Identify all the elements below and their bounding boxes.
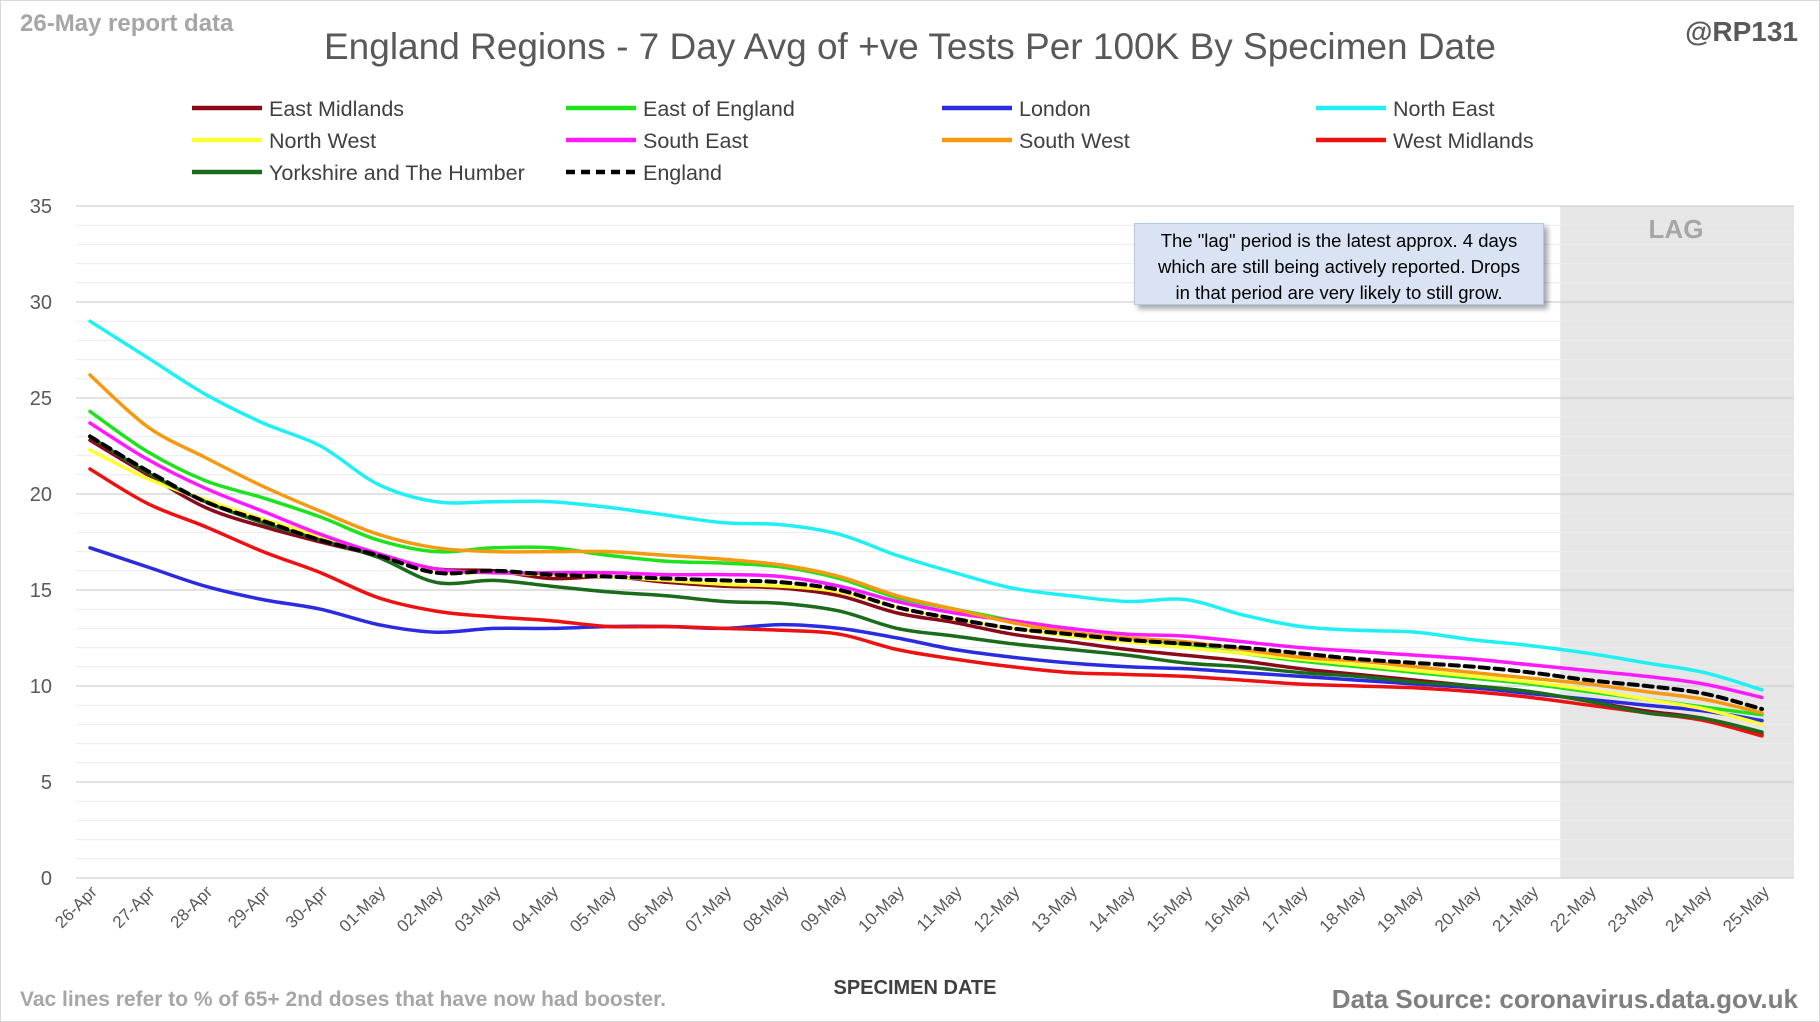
legend-label-8: Yorkshire and The Humber — [269, 161, 525, 185]
x-tick-label: 27-Apr — [109, 882, 159, 932]
x-tick-label: 05-May — [566, 882, 620, 936]
lag-shade — [1560, 206, 1794, 878]
x-tick-label: 29-Apr — [224, 882, 274, 932]
x-tick-label: 01-May — [336, 882, 390, 936]
legend-label-2: London — [1019, 97, 1091, 121]
vac-note: Vac lines refer to % of 65+ 2nd doses th… — [20, 988, 666, 1011]
data-source: Data Source: coronavirus.data.gov.uk — [1331, 984, 1798, 1014]
annotation-line-3: in that period are very likely to still … — [1175, 282, 1503, 303]
grid-lines — [76, 205, 1794, 879]
x-tick-label: 14-May — [1085, 882, 1139, 936]
x-tick-label: 22-May — [1546, 882, 1600, 936]
x-tick-label: 15-May — [1143, 882, 1197, 936]
legend-label-6: South West — [1019, 129, 1130, 153]
x-tick-label: 13-May — [1027, 882, 1081, 936]
legend-label-7: West Midlands — [1393, 129, 1534, 153]
legend-label-9: England — [643, 161, 722, 185]
legend-label-3: North East — [1393, 97, 1495, 121]
report-date-label: 26-May report data — [20, 10, 234, 37]
y-tick-label: 30 — [30, 292, 52, 314]
series-line-6 — [88, 373, 1764, 715]
series-line-7 — [88, 467, 1764, 738]
series-line-8 — [88, 434, 1764, 734]
x-tick-label: 26-Apr — [51, 882, 101, 932]
x-tick-label: 10-May — [854, 882, 908, 936]
legend-label-4: North West — [269, 129, 376, 153]
y-tick-label: 5 — [41, 772, 52, 794]
series-line-3 — [88, 319, 1764, 692]
y-axis-ticks: 0 5 10 15 20 25 30 35 — [30, 196, 52, 890]
chart-title: England Regions - 7 Day Avg of +ve Tests… — [323, 26, 1496, 67]
x-tick-label: 18-May — [1316, 882, 1370, 936]
series-line-5 — [88, 421, 1764, 700]
series-line-2 — [88, 546, 1764, 723]
x-tick-label: 07-May — [682, 882, 736, 936]
x-axis-title: SPECIMEN DATE — [834, 977, 997, 999]
lag-label: LAG — [1649, 214, 1704, 244]
x-tick-label: 16-May — [1200, 882, 1254, 936]
legend-label-5: South East — [643, 129, 748, 153]
y-tick-label: 15 — [30, 580, 52, 602]
x-tick-label: 23-May — [1604, 882, 1658, 936]
x-tick-label: 11-May — [913, 882, 966, 935]
legend: East Midlands East of England London North … — [192, 97, 1534, 185]
x-tick-label: 12-May — [970, 882, 1024, 936]
x-tick-label: 08-May — [739, 882, 793, 936]
x-tick-label: 21-May — [1489, 882, 1543, 936]
author-handle: @RP131 — [1685, 16, 1798, 47]
lag-annotation-box: The "lag" period is the latest approx. 4… — [1134, 223, 1544, 305]
x-tick-label: 28-Apr — [167, 882, 217, 932]
y-tick-label: 25 — [30, 388, 52, 410]
x-tick-label: 25-May — [1719, 882, 1773, 936]
y-tick-label: 0 — [41, 868, 52, 890]
x-tick-label: 03-May — [451, 882, 505, 936]
annotation-line-1: The "lag" period is the latest approx. 4… — [1160, 230, 1518, 251]
x-tick-label: 20-May — [1431, 882, 1485, 936]
x-tick-label: 19-May — [1373, 882, 1427, 936]
y-tick-label: 10 — [30, 676, 52, 698]
legend-label-0: East Midlands — [269, 97, 404, 121]
x-tick-label: 02-May — [393, 882, 447, 936]
x-tick-label: 04-May — [509, 882, 563, 936]
lag-region — [1560, 206, 1794, 878]
y-tick-label: 35 — [30, 196, 52, 218]
legend-label-1: East of England — [643, 97, 795, 121]
x-tick-label: 24-May — [1662, 882, 1716, 936]
x-tick-label: 17-May — [1258, 882, 1312, 936]
x-tick-label: 30-Apr — [282, 882, 332, 932]
series-line-9 — [88, 434, 1764, 711]
y-tick-label: 20 — [30, 484, 52, 506]
x-tick-label: 06-May — [624, 882, 678, 936]
x-tick-label: 09-May — [797, 882, 851, 936]
annotation-line-2: which are still being actively reported.… — [1158, 256, 1520, 277]
series-lines — [88, 319, 1764, 738]
x-axis-ticks: 26-Apr 27-Apr 28-Apr 29-Apr 30-Apr 01-May 02-M… — [51, 882, 1773, 936]
